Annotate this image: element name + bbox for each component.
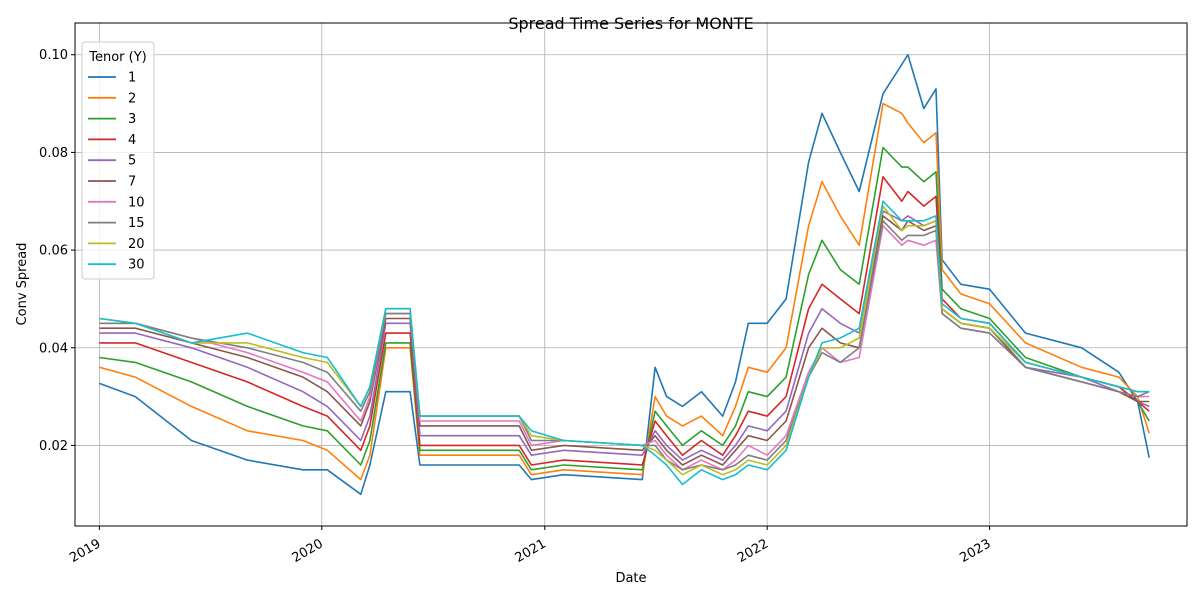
legend-label-4: 4 xyxy=(128,133,136,148)
legend-label-5: 5 xyxy=(128,154,136,169)
series-line-30 xyxy=(99,200,1150,486)
series-line-1 xyxy=(99,53,1150,496)
series-line-15 xyxy=(99,220,1150,471)
series-layer xyxy=(99,53,1150,496)
legend-items: 1 2 3 4 5 7 10 15 20 30 xyxy=(88,71,145,273)
x-axis-label: Date xyxy=(615,571,646,586)
y-tick-label: 0.06 xyxy=(39,244,68,259)
legend-label-10: 10 xyxy=(128,195,145,210)
series-line-4 xyxy=(99,176,1150,466)
legend-label-2: 2 xyxy=(128,91,136,106)
legend-label-30: 30 xyxy=(128,258,145,273)
legend-title: Tenor (Y) xyxy=(88,50,146,65)
y-tick-label: 0.08 xyxy=(39,146,68,161)
series-line-2 xyxy=(99,102,1150,481)
legend-label-20: 20 xyxy=(128,237,145,252)
y-tick-label: 0.04 xyxy=(39,341,68,356)
legend-label-15: 15 xyxy=(128,216,145,231)
y-tick-label: 0.10 xyxy=(39,48,68,63)
y-tick-label: 0.02 xyxy=(39,439,68,454)
legend-box xyxy=(81,41,155,280)
legend-label-3: 3 xyxy=(128,112,136,127)
y-axis: 0.02 0.04 0.06 0.08 0.10 xyxy=(39,48,75,454)
legend-label-7: 7 xyxy=(128,175,136,190)
series-line-3 xyxy=(99,146,1150,471)
legend: Tenor (Y) 1 2 3 4 5 7 10 15 20 30 xyxy=(81,41,155,280)
plot-frame xyxy=(74,22,1188,527)
legend-label-1: 1 xyxy=(128,71,136,86)
y-axis-label: Conv Spread xyxy=(15,243,30,326)
chart-title: Spread Time Series for MONTE xyxy=(508,14,753,33)
